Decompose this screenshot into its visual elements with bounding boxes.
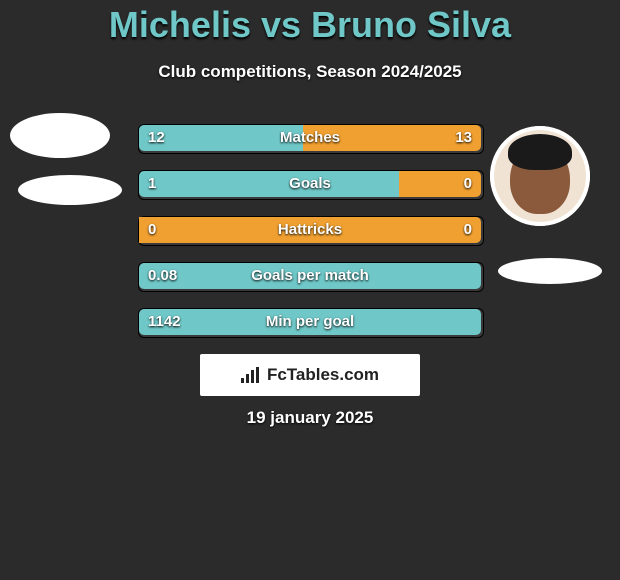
bar-value-right: 0 <box>464 216 472 244</box>
subtitle: Club competitions, Season 2024/2025 <box>0 62 620 82</box>
bar-value-right: 0 <box>464 170 472 198</box>
bar-value-left: 1142 <box>148 308 181 336</box>
bar-label: Goals <box>138 170 482 198</box>
bar-label: Matches <box>138 124 482 152</box>
page-title: Michelis vs Bruno Silva <box>0 4 620 46</box>
bar-value-left: 0 <box>148 216 156 244</box>
player-right-avatar <box>490 126 590 226</box>
avatar-hair <box>508 134 572 170</box>
bar-label: Hattricks <box>138 216 482 244</box>
date-text: 19 january 2025 <box>0 408 620 428</box>
comparison-bars: Matches1213Goals10Hattricks00Goals per m… <box>138 124 482 354</box>
bar-row: Hattricks0 0 <box>138 216 482 244</box>
bar-value-left: 0.08 <box>148 262 177 290</box>
bar-value-left: 12 <box>148 124 165 152</box>
player-right-shape <box>498 258 602 284</box>
bar-row: Goals per match0.08 <box>138 262 482 290</box>
bar-value-right: 13 <box>455 124 472 152</box>
bar-row: Min per goal1142 <box>138 308 482 336</box>
logo-text: FcTables.com <box>267 365 379 385</box>
player-left-avatar <box>10 113 110 158</box>
bar-label: Goals per match <box>138 262 482 290</box>
source-logo: FcTables.com <box>200 354 420 396</box>
bar-row: Matches12 13 <box>138 124 482 152</box>
bar-value-left: 1 <box>148 170 156 198</box>
bar-row: Goals1 0 <box>138 170 482 198</box>
player-left-shape <box>18 175 122 205</box>
bar-label: Min per goal <box>138 308 482 336</box>
logo-bars-icon <box>241 367 261 383</box>
